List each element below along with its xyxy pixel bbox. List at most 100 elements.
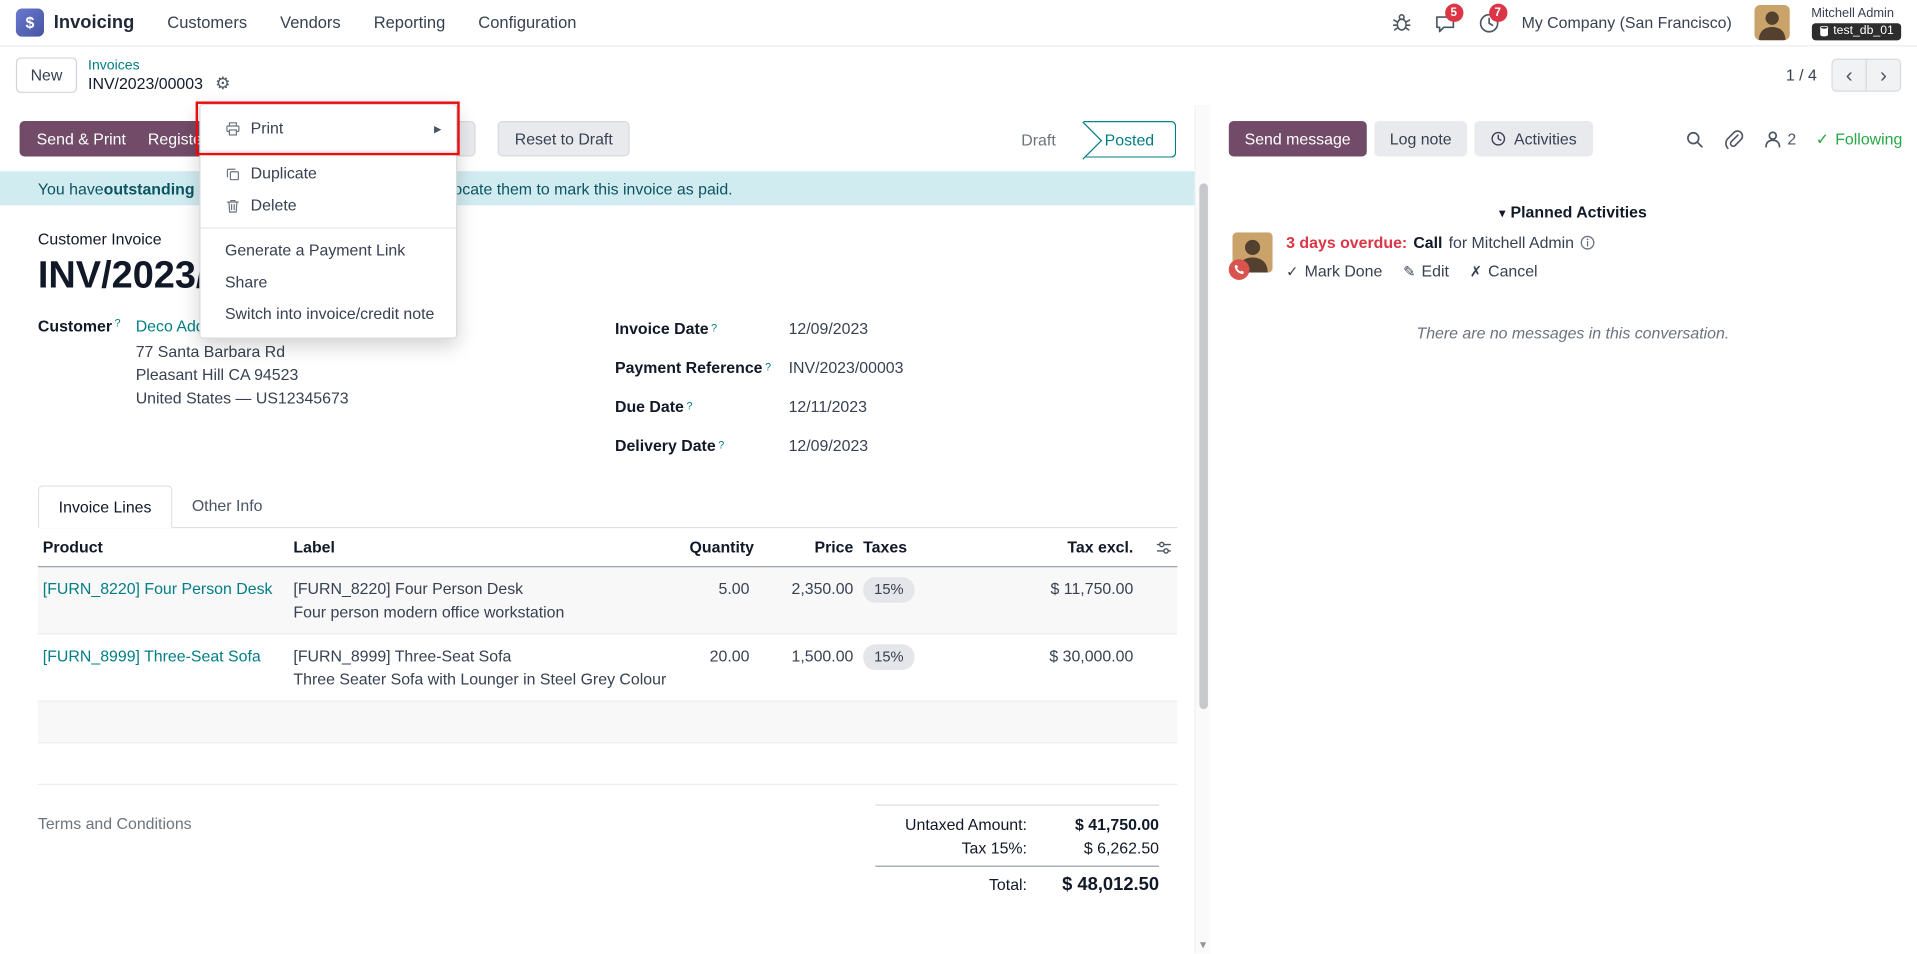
status-draft[interactable]: Draft [1021,130,1056,149]
breadcrumb: Invoices INV/2023/00003 ⚙ [88,58,230,92]
menu-item-share[interactable]: Share [201,267,457,299]
planned-activities-header[interactable]: ▾ Planned Activities [1229,203,1917,221]
col-header-product[interactable]: Product [37,528,289,568]
menu-item-generate-payment-link[interactable]: Generate a Payment Link [201,235,457,267]
no-messages-text: There are no messages in this conversati… [1416,323,1730,343]
user-menu[interactable]: Mitchell Admin test_db_01 [1811,5,1902,40]
tab-other-info[interactable]: Other Info [191,496,263,515]
delivery-date-value[interactable]: 12/09/2023 [788,436,869,455]
menu-item-switch-label: Switch into invoice/credit note [224,304,435,323]
address-line-2: Pleasant Hill CA 94523 [135,365,299,384]
followers-button[interactable]: 2 [1763,129,1796,149]
col-header-taxes[interactable]: Taxes [858,528,972,568]
col-header-price[interactable]: Price [754,528,859,568]
send-message-button[interactable]: Send message [1228,121,1367,157]
user-name: Mitchell Admin [1811,5,1895,21]
mark-done-button[interactable]: ✓ Mark Done [1286,262,1382,280]
activities-clock-icon[interactable]: 7 [1478,3,1507,34]
following-button[interactable]: ✓ Following [1816,129,1903,149]
price-cell[interactable]: 2,350.00 [754,566,859,634]
log-note-button[interactable]: Log note [1373,121,1468,157]
nav-menu-configuration[interactable]: Configuration [478,13,577,32]
table-header-row: Product Label Quantity Price Taxes Tax e… [37,528,1178,568]
delivery-date-label: Delivery Date? [615,434,789,457]
tab-invoice-lines[interactable]: Invoice Lines [37,485,173,529]
product-link[interactable]: [FURN_8220] Four Person Desk [42,579,273,598]
breadcrumb-parent-link[interactable]: Invoices [88,58,140,73]
company-switcher[interactable]: My Company (San Francisco) [1521,13,1732,32]
line-description: Four person modern office workstation [293,602,565,622]
tax-tag[interactable]: 15% [863,577,915,603]
tax-row: Tax 15%: $ 6,262.50 [875,836,1159,859]
col-header-subtotal[interactable]: Tax excl. [971,528,1139,568]
send-and-print-button[interactable]: Send & Print [19,121,144,157]
quantity-cell[interactable]: 20.00 [684,633,755,702]
activities-badge: 7 [1488,3,1507,22]
price-cell[interactable]: 1,500.00 [754,633,859,702]
label-cell[interactable]: [FURN_8220] Four Person Desk Four person… [288,566,685,634]
edit-label: Edit [1421,261,1449,280]
trash-icon [225,197,241,213]
duplicate-icon [225,166,241,182]
due-date-label: Due Date? [615,395,789,418]
invoice-date-value[interactable]: 12/09/2023 [788,319,869,338]
scrollbar-thumb[interactable] [1199,183,1208,710]
control-panel-breadcrumb-row: New Invoices INV/2023/00003 ⚙ 1 / 4 ‹ › [0,46,1917,104]
caret-down-icon: ▾ [1498,206,1506,222]
pager-next-button[interactable]: › [1865,58,1902,92]
nav-menu-customers[interactable]: Customers [167,13,248,32]
search-messages-icon[interactable] [1685,129,1705,149]
product-link[interactable]: [FURN_8999] Three-Seat Sofa [42,646,261,666]
terms-and-conditions[interactable]: Terms and Conditions [37,814,192,833]
new-button[interactable]: New [15,57,78,93]
activity-avatar[interactable] [1228,232,1273,280]
activity-actions: ✓ Mark Done ✎ Edit ✗ Cancel [1286,262,1596,280]
menu-item-print[interactable]: Print ▸ [201,112,457,144]
tax-tag[interactable]: 15% [863,644,915,670]
cancel-activity-button[interactable]: ✗ Cancel [1470,262,1538,280]
menu-item-switch-invoice-credit-note[interactable]: Switch into invoice/credit note [201,298,457,330]
optional-columns-icon[interactable] [1143,539,1172,556]
menu-divider [200,150,457,152]
chevron-left-icon: ‹ [1845,62,1853,87]
payment-reference-value[interactable]: INV/2023/00003 [788,358,904,377]
nav-menu-reporting[interactable]: Reporting [373,13,446,32]
database-icon [1819,25,1828,37]
chatter-toolbar: Send message Log note Activities 2 ✓ [1228,121,1903,157]
invoicing-app-icon[interactable]: $ [15,8,45,37]
systray: 5 7 My Company (San Francisco) Mitchell … [1391,3,1902,41]
help-question-icon: ? [686,399,693,413]
nav-menu-vendors[interactable]: Vendors [280,13,341,32]
phone-icon [1234,265,1244,274]
customer-address: 77 Santa Barbara Rd Pleasant Hill CA 945… [136,340,615,410]
col-header-label[interactable]: Label [288,528,685,568]
outstanding-credits-banner: You have outstanding credits for this cu… [0,171,1195,206]
help-question-icon: ? [764,360,772,373]
menu-item-delete[interactable]: Delete [201,190,457,222]
edit-activity-button[interactable]: ✎ Edit [1403,262,1449,280]
activity-type[interactable]: Call [1413,233,1443,252]
chatter-icon-group: 2 ✓ Following [1685,129,1903,149]
reset-to-draft-button[interactable]: Reset to Draft [497,121,630,157]
activity-info-icon[interactable] [1580,235,1596,251]
activities-button[interactable]: Activities [1474,121,1593,157]
action-menu-gear-icon[interactable]: ⚙ [215,73,231,93]
label-cell[interactable]: [FURN_8999] Three-Seat Sofa Three Seater… [288,633,685,702]
user-avatar[interactable] [1753,4,1790,41]
app-title[interactable]: Invoicing [53,12,135,34]
vertical-scrollbar[interactable]: ▾ [1194,105,1211,954]
messages-icon[interactable]: 5 [1434,3,1463,34]
pager-previous-button[interactable]: ‹ [1831,58,1867,92]
status-posted[interactable]: Posted [1082,121,1177,158]
customer-label-text: Customer [37,316,113,335]
debug-bug-icon[interactable] [1391,12,1412,33]
due-date-value[interactable]: 12/11/2023 [788,397,867,416]
scrollbar-down-arrow[interactable]: ▾ [1199,938,1207,953]
clock-icon [1491,131,1506,146]
activity-assignee: for Mitchell Admin [1448,233,1575,252]
col-header-quantity[interactable]: Quantity [684,528,755,568]
quantity-cell[interactable]: 5.00 [684,566,755,634]
menu-item-duplicate-label: Duplicate [250,163,317,183]
menu-item-duplicate[interactable]: Duplicate [201,158,457,190]
attachments-paperclip-icon[interactable] [1724,129,1744,149]
